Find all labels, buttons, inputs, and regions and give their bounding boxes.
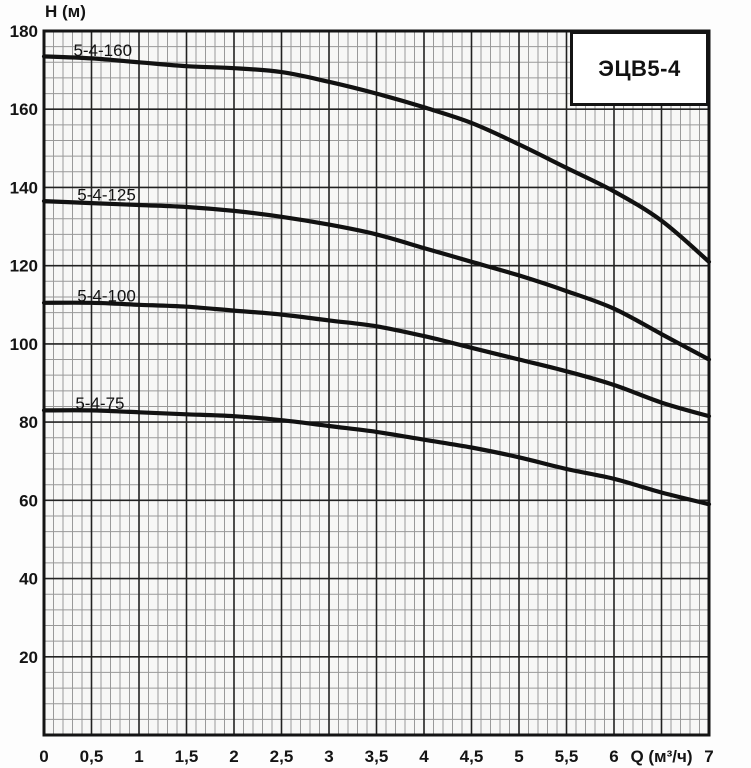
title-box: ЭЦВ5-4 <box>570 31 709 106</box>
x-tick-label: 4 <box>419 747 429 766</box>
curve-label-5-4-125: 5-4-125 <box>77 186 136 205</box>
x-tick-label: 0,5 <box>80 747 104 766</box>
x-tick-label: 5,5 <box>555 747 579 766</box>
curve-5-4-75 <box>41 408 712 507</box>
y-tick-label: 160 <box>10 100 38 119</box>
y-axis-title: H (м) <box>45 2 86 21</box>
y-tick-labels: 20 40 60 80 100 120 140 160 180 <box>10 22 38 667</box>
x-axis-title: Q (м³/ч) <box>630 747 692 766</box>
x-tick-label: 1 <box>134 747 143 766</box>
y-tick-label: 120 <box>10 257 38 276</box>
x-tick-label: 1,5 <box>175 747 199 766</box>
x-tick-labels: 0 0,5 1 1,5 2 2,5 3 3,5 4 4,5 5 5,5 6 Q (м³/ч) 7 <box>39 747 713 766</box>
x-tick-label: 6 <box>609 747 618 766</box>
y-tick-label: 20 <box>19 648 38 667</box>
x-tick-label: 5 <box>514 747 523 766</box>
pump-curves <box>41 54 712 507</box>
x-tick-label: 2,5 <box>270 747 294 766</box>
curve-label-5-4-100: 5-4-100 <box>77 286 136 305</box>
curve-label-5-4-160: 5-4-160 <box>73 41 132 60</box>
y-tick-label: 180 <box>10 22 38 41</box>
major-gridlines <box>44 31 709 735</box>
curve-5-4-125 <box>41 199 712 362</box>
curve-5-4-100 <box>41 300 712 419</box>
x-tick-label: 3 <box>324 747 333 766</box>
y-tick-label: 140 <box>10 178 38 197</box>
x-tick-label: 0 <box>39 747 48 766</box>
curve-5-4-160 <box>41 54 712 264</box>
y-tick-label: 100 <box>10 335 38 354</box>
curve-label-5-4-75: 5-4-75 <box>75 394 124 413</box>
x-tick-label: 3,5 <box>365 747 389 766</box>
x-tick-label: 4,5 <box>460 747 484 766</box>
curve-labels: 5-4-160 5-4-125 5-4-100 5-4-75 <box>73 41 135 413</box>
y-tick-label: 40 <box>19 570 38 589</box>
plot-border <box>42 29 711 737</box>
y-tick-label: 60 <box>19 491 38 510</box>
x-tick-label: 2 <box>229 747 238 766</box>
y-tick-label: 80 <box>19 413 38 432</box>
x-tick-label: 7 <box>704 747 713 766</box>
